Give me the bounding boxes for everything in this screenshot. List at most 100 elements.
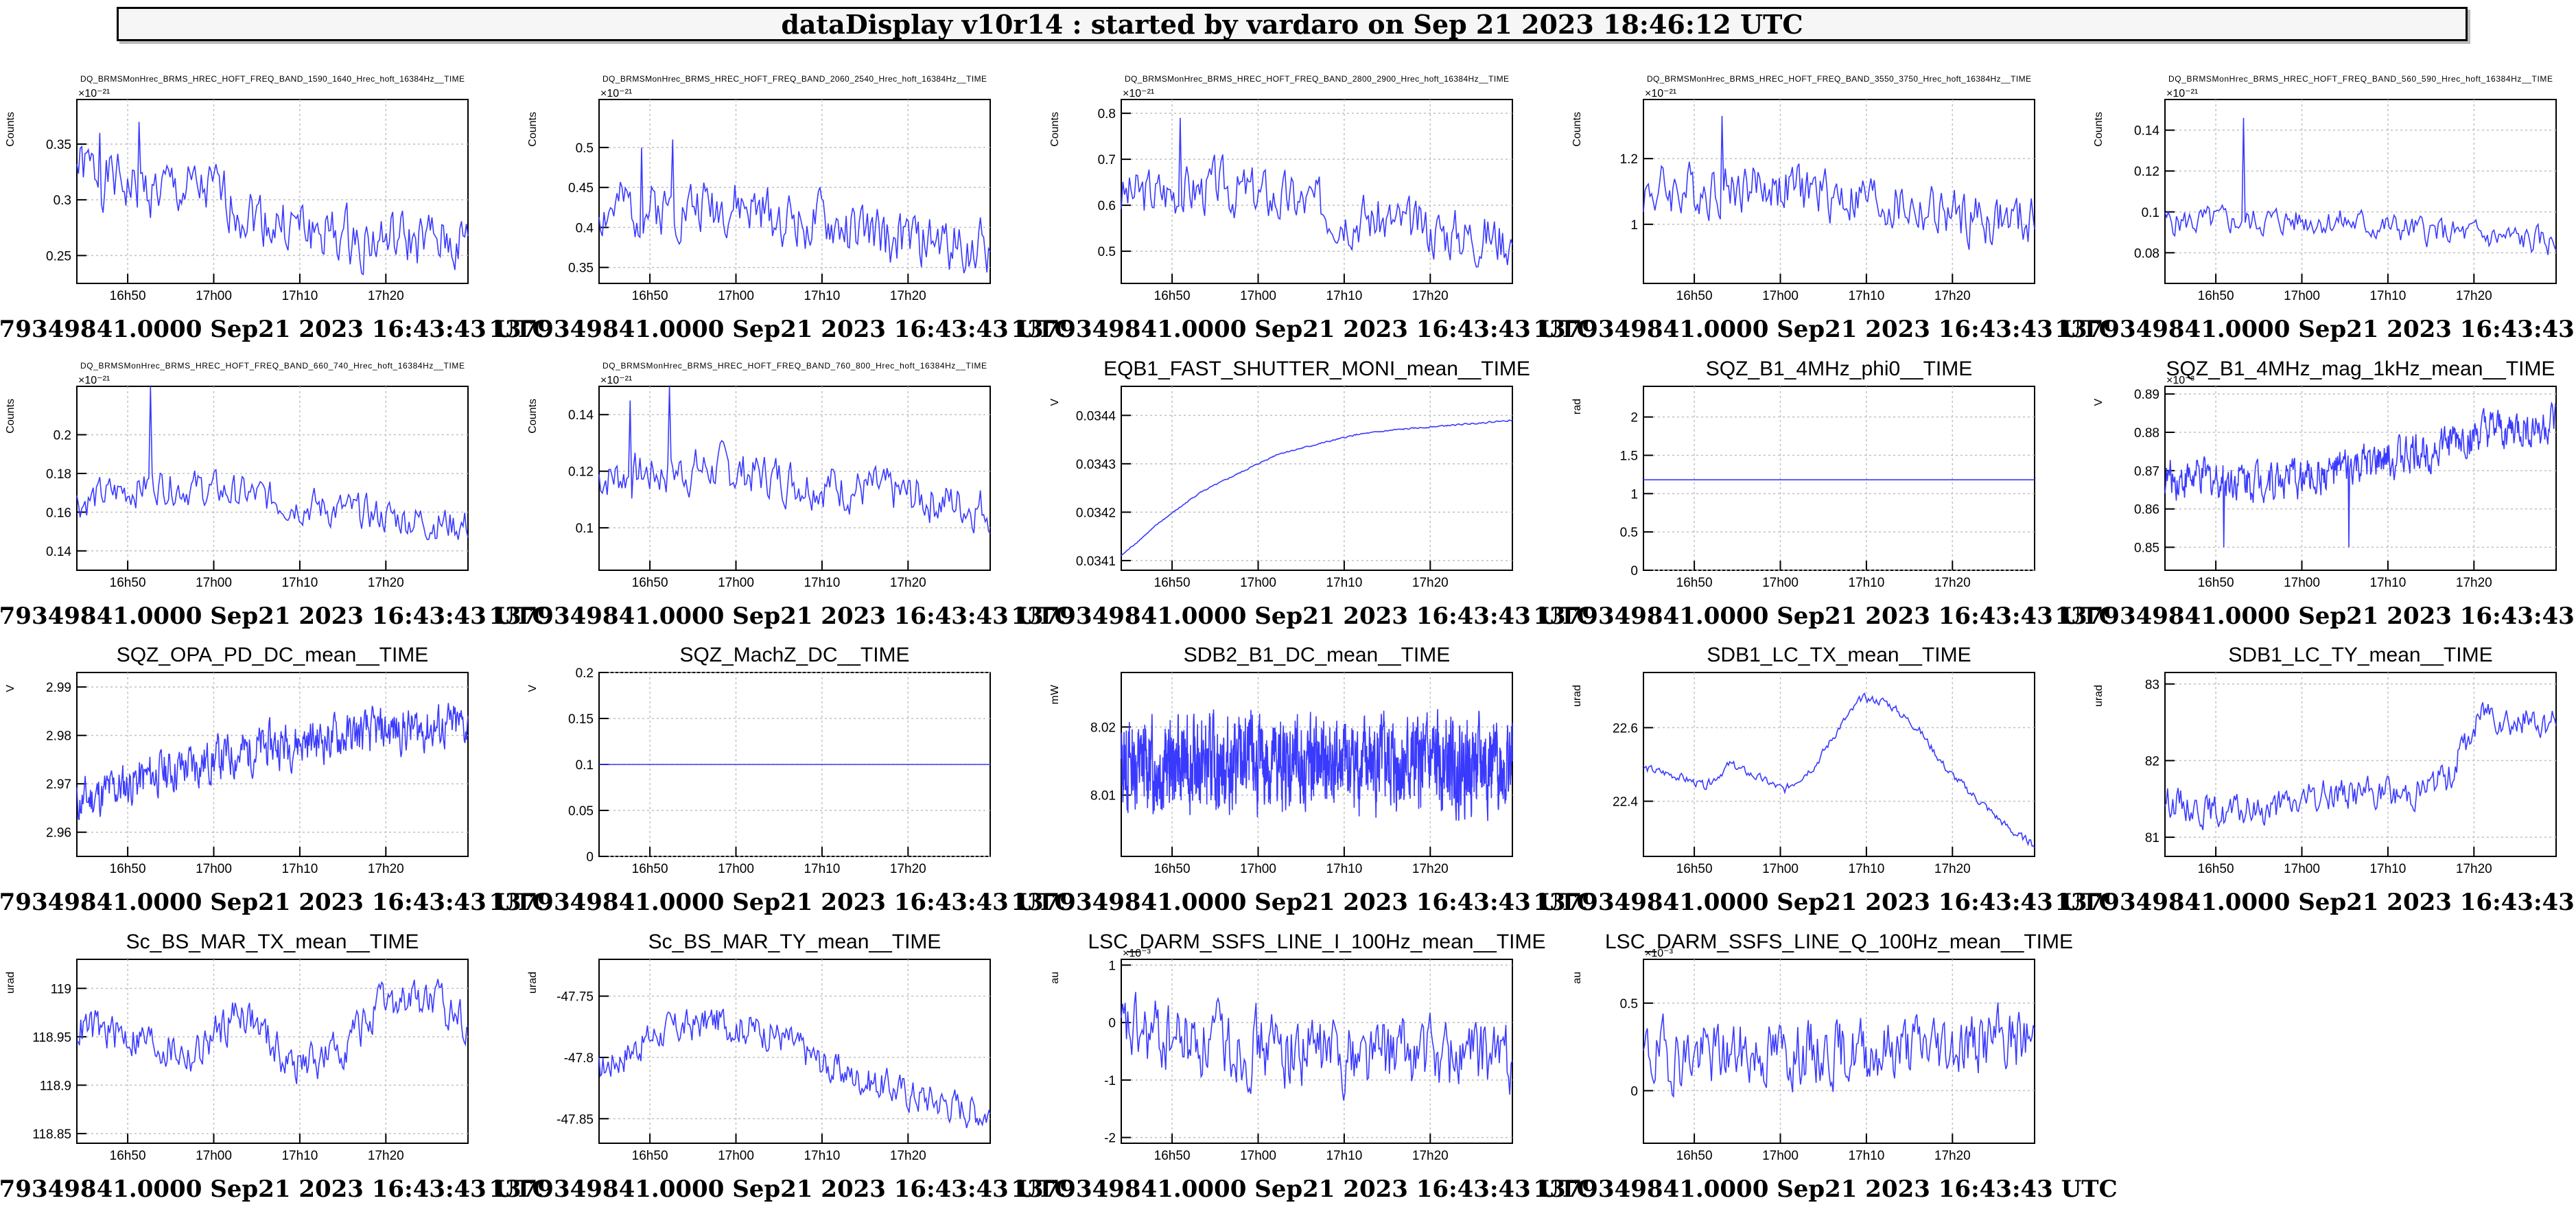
x-tick-label: 17h20 xyxy=(2456,576,2492,590)
y-axis-label: Counts xyxy=(5,112,16,147)
y-axis-label: au xyxy=(1571,972,1583,984)
y-tick-label: 0.89 xyxy=(2134,388,2159,402)
series-line xyxy=(1121,117,1513,268)
y-tick-label: 0.14 xyxy=(568,408,594,423)
y-tick-label: 0.5 xyxy=(1620,526,1638,540)
timestamp-label: 1379349841.0000 Sep21 2023 16:43:43 UTC xyxy=(489,602,1073,630)
x-tick-label: 17h10 xyxy=(1848,1149,1884,1163)
x-tick-label: 17h10 xyxy=(281,289,318,303)
x-tick-label: 17h00 xyxy=(2284,289,2320,303)
series-line xyxy=(2164,702,2557,830)
x-tick-label: 17h10 xyxy=(1848,576,1884,590)
x-tick-label: 17h10 xyxy=(1326,1149,1362,1163)
series-line xyxy=(1643,692,2035,848)
x-tick-label: 17h10 xyxy=(2369,862,2406,876)
plot-frame xyxy=(2164,672,2557,857)
y-tick-label: 0.08 xyxy=(2134,246,2159,261)
series-line xyxy=(76,979,469,1084)
y-axis-label: urad xyxy=(527,972,539,994)
timestamp-label: 1379349841.0000 Sep21 2023 16:43:43 UTC xyxy=(2054,602,2576,630)
chart-title: SQZ_B1_4MHz_mag_1kHz_mean__TIME xyxy=(2166,358,2555,380)
y-exponent-label: ×10⁻³ xyxy=(1645,948,1674,959)
x-tick-label: 16h50 xyxy=(110,1149,146,1163)
chart-2: DQ_BRMSMonHrec_BRMS_HREC_HOFT_FREQ_BAND_… xyxy=(489,74,1073,343)
timestamp-label: 1379349841.0000 Sep21 2023 16:43:43 UTC xyxy=(2054,889,2576,916)
y-exponent-label: ×10⁻²¹ xyxy=(600,375,632,386)
timestamp-label: 1379349841.0000 Sep21 2023 16:43:43 UTC xyxy=(0,316,551,343)
y-tick-label: 8.02 xyxy=(1090,721,1116,735)
timestamp-label: 1379349841.0000 Sep21 2023 16:43:43 UTC xyxy=(0,1175,551,1203)
y-exponent-label: ×10⁻²¹ xyxy=(78,88,110,100)
x-tick-label: 17h20 xyxy=(1934,576,1971,590)
x-tick-label: 17h10 xyxy=(1848,862,1884,876)
y-tick-label: 0.25 xyxy=(46,249,71,264)
x-tick-label: 17h00 xyxy=(1240,576,1276,590)
y-axis-label: Counts xyxy=(5,399,16,434)
y-tick-label: -47.75 xyxy=(557,990,594,1005)
y-tick-label: 22.4 xyxy=(1613,795,1638,810)
x-tick-label: 16h50 xyxy=(110,289,146,303)
x-tick-label: 17h20 xyxy=(890,289,926,303)
y-tick-label: 0.12 xyxy=(568,465,594,480)
x-tick-label: 17h10 xyxy=(1326,289,1362,303)
y-tick-label: 0.8 xyxy=(1098,107,1116,121)
y-axis-label: urad xyxy=(1571,685,1583,707)
plot-frame xyxy=(1643,672,2035,857)
y-tick-label: 0.45 xyxy=(568,181,594,196)
y-tick-label: 0.35 xyxy=(568,261,594,276)
series-line xyxy=(598,386,991,534)
y-axis-label: Counts xyxy=(1049,112,1061,147)
y-tick-label: 1.2 xyxy=(1620,152,1638,167)
y-exponent-label: ×10⁻²¹ xyxy=(1123,88,1154,100)
x-tick-label: 17h20 xyxy=(1412,289,1449,303)
y-exponent-label: ×10⁻²¹ xyxy=(2166,88,2198,100)
timestamp-label: 1379349841.0000 Sep21 2023 16:43:43 UTC xyxy=(489,889,1073,916)
x-tick-label: 17h10 xyxy=(1326,862,1362,876)
chart-title: LSC_DARM_SSFS_LINE_Q_100Hz_mean__TIME xyxy=(1605,931,2073,953)
y-axis-label: V xyxy=(1049,399,1061,406)
page-title-banner: dataDisplay v10r14 : started by vardaro … xyxy=(117,7,2468,41)
chart-title: Sc_BS_MAR_TY_mean__TIME xyxy=(648,931,941,953)
plot-frame xyxy=(1121,386,1513,571)
y-tick-label: 2.99 xyxy=(46,681,71,695)
x-tick-label: 17h00 xyxy=(1762,1149,1799,1163)
x-tick-label: 17h10 xyxy=(804,862,840,876)
plot-frame xyxy=(598,99,991,284)
series-line xyxy=(1121,419,1513,557)
x-tick-label: 17h00 xyxy=(1762,289,1799,303)
y-exponent-label: ×10⁻²¹ xyxy=(78,375,110,386)
y-tick-label: 0.4 xyxy=(576,221,594,235)
y-tick-label: 0.85 xyxy=(2134,541,2159,556)
timestamp-label: 1379349841.0000 Sep21 2023 16:43:43 UTC xyxy=(1011,1175,1595,1203)
timestamp-label: 1379349841.0000 Sep21 2023 16:43:43 UTC xyxy=(489,1175,1073,1203)
y-tick-label: 0.1 xyxy=(2142,206,2159,220)
chart-11: SQZ_OPA_PD_DC_mean__TIME V 2.96 2.97 2.98 2.9… xyxy=(0,644,551,916)
y-axis-label: urad xyxy=(5,972,16,994)
chart-title: SQZ_B1_4MHz_phi0__TIME xyxy=(1706,358,1973,380)
series-line xyxy=(1643,115,2035,250)
x-tick-label: 17h20 xyxy=(368,289,404,303)
y-tick-label: 0.05 xyxy=(568,804,594,819)
x-tick-label: 17h10 xyxy=(2369,576,2406,590)
x-tick-label: 17h00 xyxy=(718,289,754,303)
x-tick-label: 16h50 xyxy=(1154,576,1191,590)
timestamp-label: 1379349841.0000 Sep21 2023 16:43:43 UTC xyxy=(1533,1175,2117,1203)
chart-title: SDB1_LC_TY_mean__TIME xyxy=(2228,644,2492,666)
chart-title: SQZ_MachZ_DC__TIME xyxy=(679,644,909,666)
chart-title: Sc_BS_MAR_TX_mean__TIME xyxy=(126,931,419,953)
chart-title: DQ_BRMSMonHrec_BRMS_HREC_HOFT_FREQ_BAND_… xyxy=(2168,74,2553,84)
x-tick-label: 17h10 xyxy=(281,862,318,876)
y-tick-label: 118.95 xyxy=(32,1031,71,1045)
x-tick-label: 17h20 xyxy=(1934,289,1971,303)
y-tick-label: 0.86 xyxy=(2134,503,2159,517)
y-axis-label: V xyxy=(527,685,539,692)
y-axis-label: V xyxy=(5,685,16,692)
y-tick-label: 2 xyxy=(1630,411,1638,425)
x-tick-label: 16h50 xyxy=(632,862,668,876)
chart-title: SDB1_LC_TX_mean__TIME xyxy=(1707,644,1971,666)
